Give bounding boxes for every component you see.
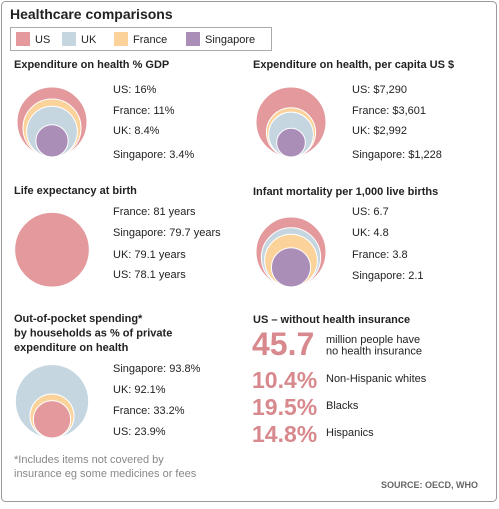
stat-label: Non-Hispanic whites — [326, 373, 427, 385]
panel-title: expenditure on health — [14, 342, 129, 354]
value-label: UK: 8.4% — [113, 125, 160, 137]
stat-value: 10.4% — [252, 367, 317, 393]
legend-swatch — [16, 32, 30, 46]
value-label: France: 81 years — [113, 206, 196, 218]
panel-title: US – without health insurance — [253, 314, 410, 326]
value-label: Singapore: 2.1 — [352, 270, 424, 282]
legend-swatch — [62, 32, 76, 46]
value-label: US: 23.9% — [113, 426, 166, 438]
circle — [276, 127, 306, 158]
stat-label: no health insurance — [326, 346, 422, 358]
source: SOURCE: OECD, WHO — [381, 480, 478, 490]
circle — [270, 247, 312, 288]
panel-title: Expenditure on health % GDP — [14, 59, 169, 71]
stat-value: 19.5% — [252, 394, 317, 420]
stat-value: 14.8% — [252, 421, 317, 447]
panel-title: by households as % of private — [14, 328, 172, 340]
panel-title: Expenditure on health, per capita US $ — [253, 59, 454, 71]
footnote: *Includes items not covered by — [14, 454, 164, 466]
value-label: Singapore: 3.4% — [113, 149, 195, 161]
stat-label: Blacks — [326, 400, 359, 412]
value-label: France: $3,601 — [352, 105, 426, 117]
legend-label: UK — [81, 34, 97, 46]
legend-label: US — [35, 34, 50, 46]
value-label: US: 78.1 years — [113, 269, 186, 281]
footnote: insurance eg some medicines or fees — [14, 468, 197, 480]
value-label: UK: 92.1% — [113, 384, 166, 396]
value-label: France: 33.2% — [113, 405, 185, 417]
value-label: US: 6.7 — [352, 206, 389, 218]
circle — [32, 400, 72, 439]
panel-title: Life expectancy at birth — [14, 185, 137, 197]
legend-label: Singapore — [205, 34, 255, 46]
legend-swatch — [186, 32, 200, 46]
title: Healthcare comparisons — [10, 6, 173, 22]
value-label: US: $7,290 — [352, 84, 407, 96]
value-label: Singapore: 93.8% — [113, 363, 201, 375]
value-label: France: 11% — [113, 105, 175, 117]
value-label: France: 3.8 — [352, 249, 408, 261]
value-label: US: 16% — [113, 84, 157, 96]
panel-title: Out-of-pocket spending* — [14, 313, 143, 325]
value-label: Singapore: $1,228 — [352, 149, 442, 161]
legend-label: France — [133, 34, 167, 46]
value-label: Singapore: 79.7 years — [113, 227, 221, 239]
circle — [35, 124, 69, 158]
circle — [14, 211, 90, 288]
panel-title: Infant mortality per 1,000 live births — [253, 186, 438, 198]
value-label: UK: 79.1 years — [113, 249, 186, 261]
stat-label: Hispanics — [326, 427, 374, 439]
stat-label: million people have — [326, 334, 420, 346]
frame — [1, 1, 497, 502]
stat-value: 45.7 — [252, 326, 314, 362]
value-label: UK: $2,992 — [352, 125, 407, 137]
legend-swatch — [114, 32, 128, 46]
value-label: UK: 4.8 — [352, 227, 389, 239]
